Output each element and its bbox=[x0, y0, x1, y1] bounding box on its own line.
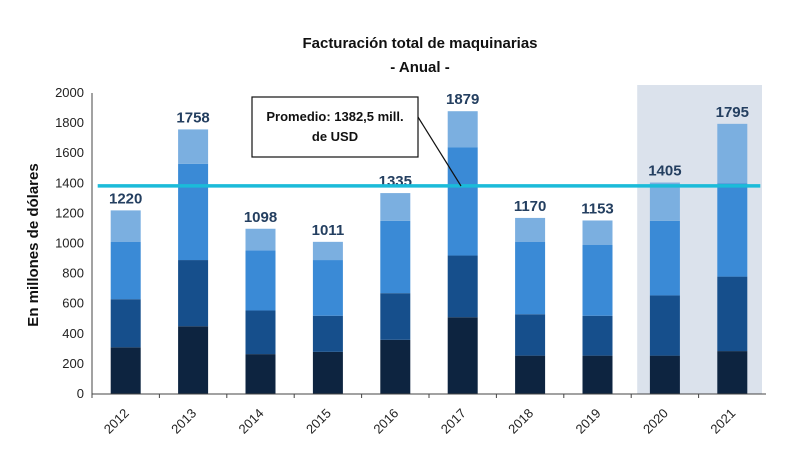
bar-segment bbox=[582, 245, 613, 316]
total-label: 1405 bbox=[648, 163, 681, 180]
bar-segment bbox=[380, 339, 411, 394]
x-tick-label: 2020 bbox=[640, 406, 671, 437]
bar-segment bbox=[447, 111, 478, 148]
x-tick-label: 2018 bbox=[505, 406, 536, 437]
y-tick-label: 200 bbox=[62, 356, 84, 371]
bar-segment bbox=[649, 355, 680, 394]
total-label: 1011 bbox=[312, 222, 345, 239]
x-tick-label: 2015 bbox=[303, 406, 334, 437]
y-tick-label: 400 bbox=[62, 326, 84, 341]
total-label: 1758 bbox=[176, 109, 209, 126]
total-label: 1879 bbox=[446, 91, 479, 108]
bar-segment bbox=[582, 220, 613, 246]
bar-segment bbox=[582, 315, 613, 356]
bar-segment bbox=[312, 351, 343, 394]
callout-pointer bbox=[417, 116, 462, 187]
bar-segment bbox=[649, 220, 680, 296]
bar-segment bbox=[110, 347, 141, 394]
callout-line-1: Promedio: 1382,5 mill. bbox=[266, 109, 403, 124]
bar-segment bbox=[380, 193, 411, 221]
bars bbox=[110, 111, 748, 394]
chart-subtitle: - Anual - bbox=[390, 59, 449, 76]
bar-segment bbox=[515, 241, 546, 315]
bar-segment bbox=[178, 260, 209, 327]
bar-segment bbox=[245, 228, 276, 251]
y-tick-label: 600 bbox=[62, 296, 84, 311]
bar-segment bbox=[178, 129, 209, 164]
callout: Promedio: 1382,5 mill. de USD bbox=[251, 96, 462, 187]
x-tick-label: 2013 bbox=[168, 406, 199, 437]
x-tick-label: 2021 bbox=[707, 406, 738, 437]
bar-segment bbox=[312, 260, 343, 316]
x-tick-label: 2019 bbox=[573, 406, 604, 437]
x-tick-label: 2012 bbox=[101, 406, 132, 437]
x-tick-label: 2016 bbox=[370, 406, 401, 437]
bar-segment bbox=[110, 299, 141, 348]
chart-title: Facturación total de maquinarias bbox=[302, 35, 537, 52]
y-tick-label: 1600 bbox=[55, 145, 84, 160]
bar-segment bbox=[312, 241, 343, 261]
bar-segment bbox=[515, 314, 546, 356]
bar-segment bbox=[582, 355, 613, 394]
y-tick-label: 1000 bbox=[55, 236, 84, 251]
bar-segment bbox=[380, 220, 411, 294]
total-label: 1098 bbox=[244, 209, 277, 226]
y-tick-label: 1200 bbox=[55, 205, 84, 220]
bar-segment bbox=[245, 250, 276, 311]
bar-segment bbox=[245, 310, 276, 355]
total-label: 1220 bbox=[109, 190, 142, 207]
bar-segment bbox=[447, 317, 478, 394]
total-label: 1170 bbox=[514, 198, 547, 215]
bar-segment bbox=[717, 351, 748, 394]
y-tick-label: 2000 bbox=[55, 85, 84, 100]
bar-segment bbox=[717, 183, 748, 277]
bar-segment bbox=[110, 241, 141, 300]
y-tick-label: 800 bbox=[62, 266, 84, 281]
bar-segment bbox=[717, 123, 748, 184]
callout-line-2: de USD bbox=[312, 129, 358, 144]
bar-segment bbox=[312, 315, 343, 352]
y-tick-label: 1800 bbox=[55, 115, 84, 130]
bar-segment bbox=[110, 210, 141, 242]
y-axis-label: En millones de dólares bbox=[25, 163, 42, 326]
bar-segment bbox=[717, 276, 748, 352]
y-tick-label: 1400 bbox=[55, 175, 84, 190]
bar-segment bbox=[245, 354, 276, 394]
callout-box bbox=[251, 96, 419, 158]
bar-segment bbox=[447, 255, 478, 318]
bar-segment bbox=[178, 163, 209, 261]
bar-segment bbox=[515, 355, 546, 394]
bar-segment bbox=[515, 217, 546, 242]
bar-segment bbox=[649, 295, 680, 356]
x-tick-label: 2017 bbox=[438, 406, 469, 437]
bar-segment bbox=[649, 182, 680, 221]
bar-segment bbox=[178, 326, 209, 394]
total-label: 1153 bbox=[581, 200, 614, 217]
bar-segment bbox=[447, 147, 478, 256]
y-tick-label: 0 bbox=[77, 386, 84, 401]
bar-segment bbox=[380, 293, 411, 340]
x-tick-label: 2014 bbox=[236, 406, 267, 437]
total-label: 1795 bbox=[716, 104, 749, 121]
